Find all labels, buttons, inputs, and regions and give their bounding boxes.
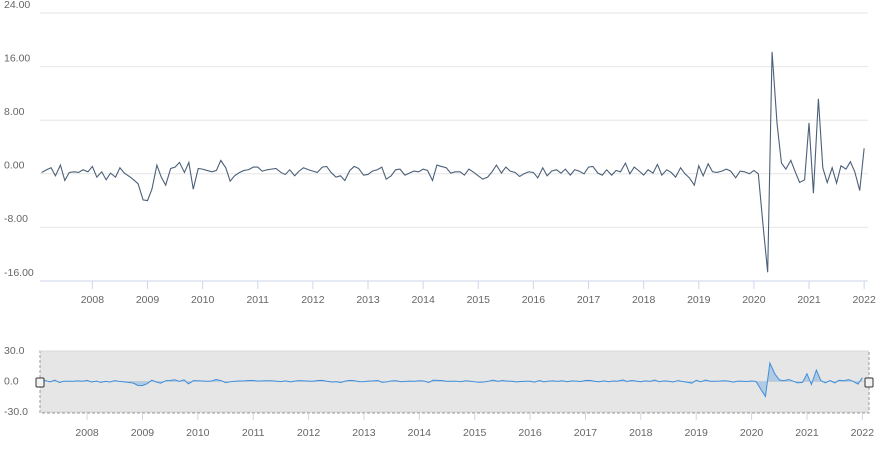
navigator-x-tick-label: 2021 [795,427,819,439]
navigator-x-tick-label: 2009 [131,427,155,439]
navigator-y-tick-label: 30.0 [4,345,25,357]
line [41,51,865,273]
y-tick-label: 24.00 [4,0,30,11]
navigator-x-tick-label: 2017 [574,427,598,439]
navigator-x-tick-label: 2013 [352,427,376,439]
navigator-y-tick-label: 0.0 [4,375,19,387]
navigator-x-tick-label: 2016 [518,427,542,439]
x-tick-label: 2017 [577,294,601,306]
navigator-x-tick-label: 2022 [851,427,875,439]
x-tick-label: 2022 [852,294,876,306]
x-tick-label: 2011 [246,294,269,306]
x-tick-label: 2018 [632,294,656,306]
y-tick-label: -8.00 [4,213,28,225]
x-tick-label: 2010 [191,294,215,306]
navigator-x-tick-label: 2019 [685,427,709,439]
navigator-handle[interactable] [35,377,45,388]
x-tick-label: 2013 [356,294,380,306]
x-tick-label: 2014 [411,294,435,306]
navigator-x-tick-label: 2008 [75,427,99,439]
navigator-x-tick-label: 2015 [463,427,487,439]
navigator-x-tick-label: 2012 [297,427,321,439]
x-tick-label: 2019 [687,294,711,306]
navigator-x-tick-label: 2014 [408,427,432,439]
y-tick-label: 0.00 [4,160,25,172]
x-tick-label: 2016 [522,294,546,306]
y-tick-label: -16.00 [4,267,34,279]
x-tick-label: 2021 [797,294,821,306]
navigator-line [36,361,863,398]
x-tick-label: 2020 [742,294,766,306]
navigator-x-tick-label: 2018 [629,427,653,439]
navigator-handle[interactable] [864,377,874,388]
y-tick-label: 8.00 [4,106,25,118]
navigator-x-tick-label: 2011 [242,427,265,439]
x-tick-label: 2012 [301,294,325,306]
x-tick-label: 2008 [81,294,105,306]
x-tick-label: 2009 [136,294,160,306]
navigator-x-tick-label: 2010 [186,427,210,439]
x-tick-label: 2015 [467,294,491,306]
navigator-x-tick-label: 2020 [740,427,764,439]
navigator-y-tick-label: -30.0 [4,406,28,418]
y-tick-label: 16.00 [4,52,30,64]
